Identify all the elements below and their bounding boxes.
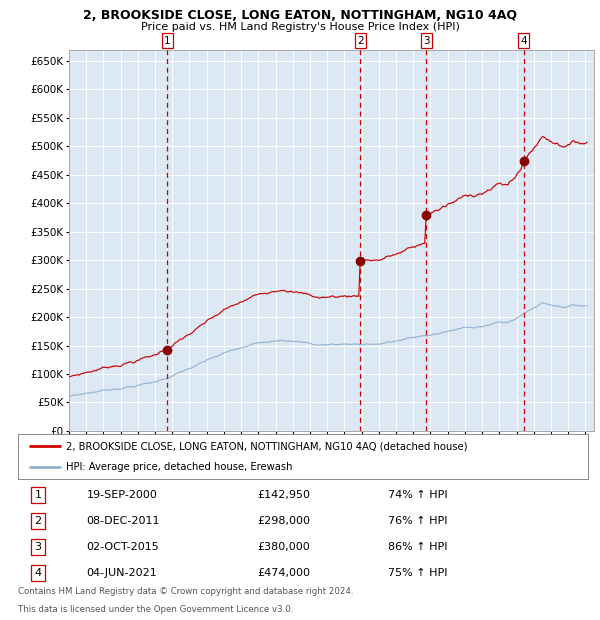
Text: 86% ↑ HPI: 86% ↑ HPI	[389, 542, 448, 552]
Text: 1: 1	[34, 490, 41, 500]
Text: This data is licensed under the Open Government Licence v3.0.: This data is licensed under the Open Gov…	[18, 604, 293, 614]
Text: 74% ↑ HPI: 74% ↑ HPI	[389, 490, 448, 500]
Text: HPI: Average price, detached house, Erewash: HPI: Average price, detached house, Erew…	[67, 463, 293, 472]
Text: Price paid vs. HM Land Registry's House Price Index (HPI): Price paid vs. HM Land Registry's House …	[140, 22, 460, 32]
Text: 08-DEC-2011: 08-DEC-2011	[86, 516, 160, 526]
Text: 04-JUN-2021: 04-JUN-2021	[86, 568, 157, 578]
Text: 1: 1	[164, 36, 171, 46]
Text: 2: 2	[34, 516, 41, 526]
Text: 3: 3	[34, 542, 41, 552]
Text: 19-SEP-2000: 19-SEP-2000	[86, 490, 157, 500]
Text: £474,000: £474,000	[257, 568, 310, 578]
Text: 4: 4	[34, 568, 41, 578]
Text: 4: 4	[520, 36, 527, 46]
Text: 3: 3	[423, 36, 430, 46]
Text: 2: 2	[357, 36, 364, 46]
Text: 02-OCT-2015: 02-OCT-2015	[86, 542, 159, 552]
Text: £142,950: £142,950	[257, 490, 310, 500]
Text: 2, BROOKSIDE CLOSE, LONG EATON, NOTTINGHAM, NG10 4AQ: 2, BROOKSIDE CLOSE, LONG EATON, NOTTINGH…	[83, 9, 517, 22]
Text: 2, BROOKSIDE CLOSE, LONG EATON, NOTTINGHAM, NG10 4AQ (detached house): 2, BROOKSIDE CLOSE, LONG EATON, NOTTINGH…	[67, 441, 468, 451]
Text: 76% ↑ HPI: 76% ↑ HPI	[389, 516, 448, 526]
Text: £298,000: £298,000	[257, 516, 310, 526]
Text: 75% ↑ HPI: 75% ↑ HPI	[389, 568, 448, 578]
Text: Contains HM Land Registry data © Crown copyright and database right 2024.: Contains HM Land Registry data © Crown c…	[18, 587, 353, 596]
Text: £380,000: £380,000	[257, 542, 310, 552]
